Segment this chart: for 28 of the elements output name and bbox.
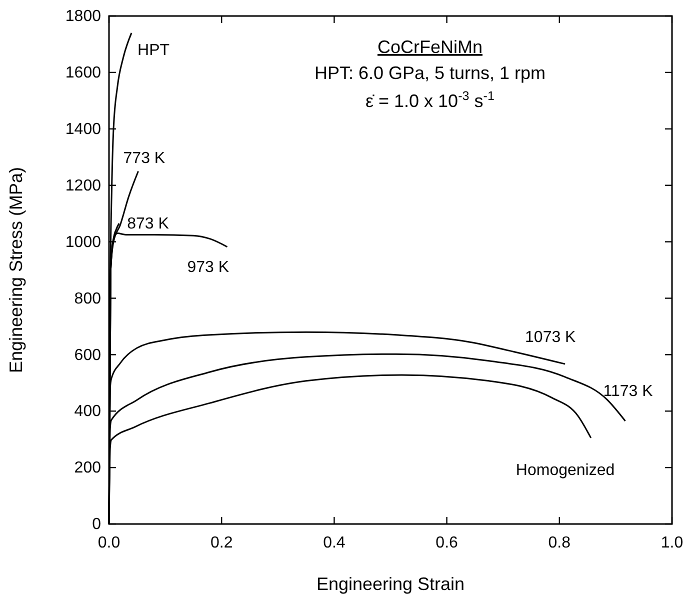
series-label: 773 K: [123, 150, 166, 168]
annotation: ε̇ = 1.0 x 10$^{-3}$ s$^{-1}$: [365, 89, 495, 111]
y-tick-label: 400: [74, 403, 102, 420]
series-label: 973 K: [187, 258, 230, 276]
y-tick-label: 1400: [65, 121, 102, 138]
series-label: 873 K: [127, 215, 170, 232]
y-tick-label: 800: [74, 290, 102, 308]
x-tick-label: 0.4: [323, 534, 346, 552]
y-axis-title: Engineering Stress (MPa): [6, 166, 26, 374]
text: HPT: 6.0 GPa, 5 turns, 1 rpm: [314, 63, 546, 83]
y-tick-label: 1600: [65, 64, 102, 82]
y-tick-label: 1200: [65, 177, 102, 194]
x-tick-label: 0.6: [436, 534, 458, 552]
y-tick-label: 600: [74, 346, 102, 364]
series-label: HPT: [138, 42, 170, 59]
x-tick-label: 0.0: [98, 534, 120, 552]
x-tick-label: 0.2: [210, 534, 233, 552]
text: Homogenized: [516, 462, 615, 479]
x-tick-label: 0.8: [548, 534, 571, 552]
y-tick-label: 200: [74, 460, 102, 477]
y-tick-label: 0: [92, 516, 102, 534]
y-tick-label: 1000: [65, 234, 102, 251]
x-tick-label: 1.0: [660, 534, 684, 552]
y-tick-label: 1800: [65, 8, 102, 26]
text: CoCrFeNiMn: [377, 37, 483, 57]
series-label: 1173 K: [603, 382, 654, 400]
x-axis-title: Engineering Strain: [316, 574, 465, 594]
series-label: 1073 K: [525, 328, 576, 346]
